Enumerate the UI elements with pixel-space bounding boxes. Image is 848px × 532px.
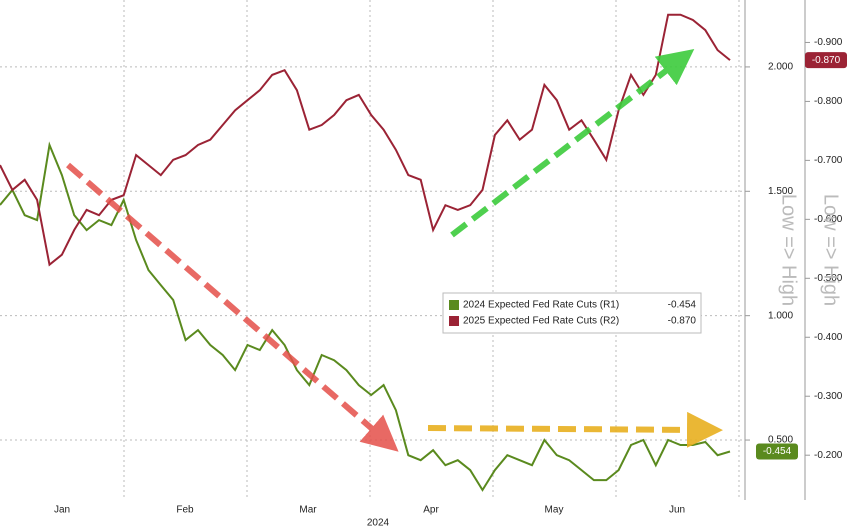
axis-title: Low => High xyxy=(778,194,800,306)
y2-tick-label: -0.400 xyxy=(814,332,843,343)
x-tick-label: May xyxy=(545,505,564,516)
legend: 2024 Expected Fed Rate Cuts (R1) -0.454 20… xyxy=(442,292,702,334)
y-tick-label: 2.000 xyxy=(768,62,793,73)
series-line xyxy=(0,141,731,492)
y2-tick-label: -0.200 xyxy=(814,450,843,461)
y2-tick-label: -0.300 xyxy=(814,391,843,402)
x-axis-title: 2024 xyxy=(367,518,390,529)
y-tick-label: 1.000 xyxy=(768,310,793,321)
x-tick-label: Feb xyxy=(176,505,194,516)
last-value-tag xyxy=(805,52,847,69)
legend-value: -0.870 xyxy=(668,316,697,327)
y2-tick-label: -0.600 xyxy=(814,214,843,225)
x-tick-label: Jan xyxy=(54,505,70,516)
x-tick-label: Mar xyxy=(299,505,317,516)
legend-swatch xyxy=(449,300,459,310)
legend-label: 2025 Expected Fed Rate Cuts (R2) xyxy=(463,316,619,327)
axis-title: Low => High xyxy=(820,194,842,306)
y-tick-label: 0.500 xyxy=(768,435,793,446)
grid xyxy=(0,0,745,500)
legend-swatch xyxy=(449,316,459,326)
axes: 2.000 1.500 1.000 0.500 -0.900 -0.800 -0.700 -0… xyxy=(54,0,847,529)
last-value-label: -0.454 xyxy=(763,446,792,457)
y2-tick-label: -0.500 xyxy=(814,273,843,284)
series-lines xyxy=(0,13,731,492)
y2-tick-label: -0.800 xyxy=(814,96,843,107)
legend-value: -0.454 xyxy=(668,300,697,311)
last-value-label: -0.870 xyxy=(812,55,841,66)
series-line xyxy=(0,13,731,267)
trend-arrow xyxy=(66,162,399,452)
legend-label: 2024 Expected Fed Rate Cuts (R1) xyxy=(463,300,619,311)
y-tick-label: 1.500 xyxy=(768,186,793,197)
trend-arrow xyxy=(450,49,695,238)
last-value-tag xyxy=(756,443,798,460)
x-tick-label: Apr xyxy=(423,505,439,516)
x-tick-label: Jun xyxy=(669,505,685,516)
y2-tick-label: -0.900 xyxy=(814,37,843,48)
trend-arrow xyxy=(427,411,723,448)
legend-box xyxy=(442,292,702,334)
y2-tick-label: -0.700 xyxy=(814,155,843,166)
